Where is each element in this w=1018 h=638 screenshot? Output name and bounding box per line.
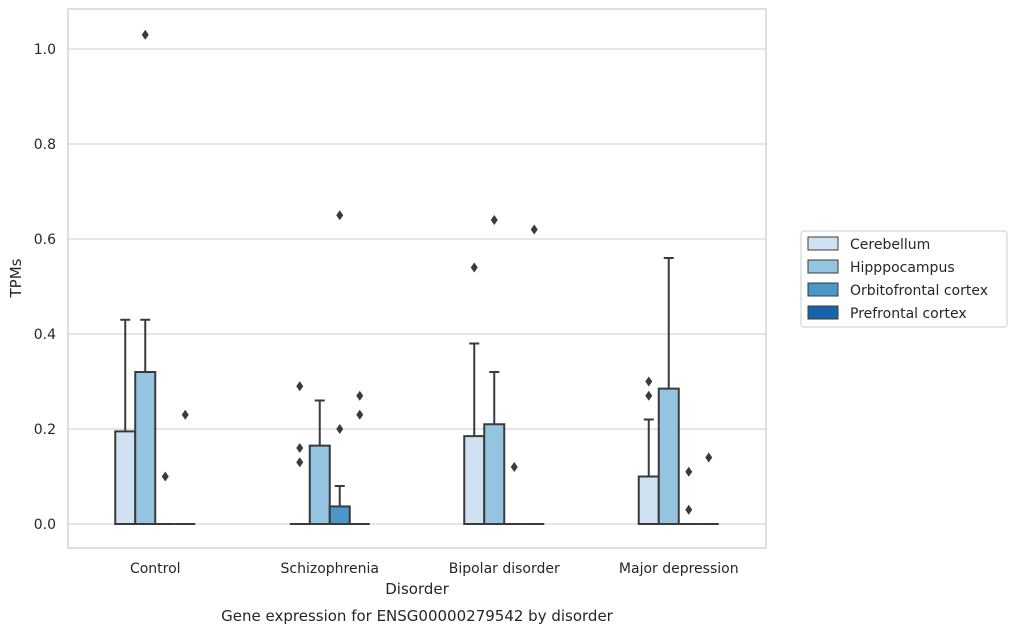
box-group — [483, 215, 506, 525]
box-rect — [463, 435, 486, 525]
outlier-point — [296, 381, 304, 392]
outlier-point — [336, 424, 344, 434]
x-tick-label: Control — [130, 561, 181, 577]
box-marks — [114, 29, 719, 525]
box-rect — [328, 505, 351, 525]
outlier-point — [685, 504, 693, 515]
outlier-point — [141, 29, 149, 40]
legend-label: Prefrontal cortex — [850, 306, 967, 322]
outlier-point — [645, 390, 653, 401]
box-rect — [114, 430, 137, 525]
y-tick-label: 0.6 — [34, 232, 56, 248]
figure-caption: Gene expression for ENSG00000279542 by d… — [221, 607, 614, 625]
box-group — [289, 381, 310, 525]
x-tick-label: Bipolar disorder — [449, 561, 560, 577]
outlier-point — [530, 224, 538, 235]
legend-swatch — [807, 282, 839, 297]
y-tick-label: 0.8 — [34, 137, 56, 153]
y-tick-labels: 0.0 0.2 0.4 0.6 0.8 1.0 — [34, 42, 56, 533]
box-rect — [308, 444, 331, 525]
outlier-point — [510, 462, 518, 472]
outlier-point — [356, 390, 364, 401]
legend-swatch — [807, 305, 839, 320]
outlier-point — [470, 262, 478, 273]
outlier-point — [181, 409, 189, 420]
outlier-point — [336, 210, 344, 221]
outlier-point — [296, 443, 304, 453]
legend-label: Hipppocampus — [850, 260, 955, 276]
outlier-point — [645, 376, 653, 387]
legend: Cerebellum Hipppocampus Orbitofrontal cort… — [800, 230, 1008, 328]
x-axis-title: Disorder — [385, 580, 449, 598]
box-group — [308, 399, 331, 525]
outlier-point — [685, 466, 693, 477]
y-tick-label: 1.0 — [34, 42, 56, 58]
box-group — [175, 409, 196, 525]
y-axis-title: TPMs — [7, 258, 25, 298]
box-group — [134, 29, 157, 525]
outlier-point — [356, 409, 364, 420]
box-group — [657, 257, 680, 525]
box-rect — [134, 371, 157, 525]
x-tick-label: Major depression — [619, 561, 739, 577]
box-group — [504, 462, 525, 525]
outlier-point — [490, 215, 498, 225]
legend-label: Cerebellum — [850, 237, 930, 253]
box-group — [349, 390, 370, 525]
outlier-point — [705, 452, 713, 463]
legend-swatch — [807, 236, 839, 251]
box-rect — [657, 387, 680, 525]
outlier-point — [296, 457, 304, 468]
box-group — [698, 452, 719, 525]
box-group — [155, 471, 176, 525]
y-tick-label: 0.4 — [34, 327, 56, 343]
y-tick-label: 0.0 — [34, 517, 56, 533]
y-tick-label: 0.2 — [34, 422, 56, 438]
box-group — [524, 224, 545, 525]
box-rect — [637, 475, 660, 525]
legend-swatch — [807, 259, 839, 274]
outlier-point — [161, 471, 169, 482]
box-group — [678, 466, 699, 525]
box-rect — [483, 423, 506, 525]
box-group — [637, 376, 660, 525]
legend-label: Orbitofrontal cortex — [850, 283, 988, 299]
x-tick-label: Schizophrenia — [281, 561, 379, 577]
legend-frame — [800, 230, 1008, 328]
box-group — [328, 210, 351, 525]
plot-frame — [67, 8, 767, 549]
x-tick-labels: Control Schizophrenia Bipolar disorder Majo… — [130, 561, 739, 577]
